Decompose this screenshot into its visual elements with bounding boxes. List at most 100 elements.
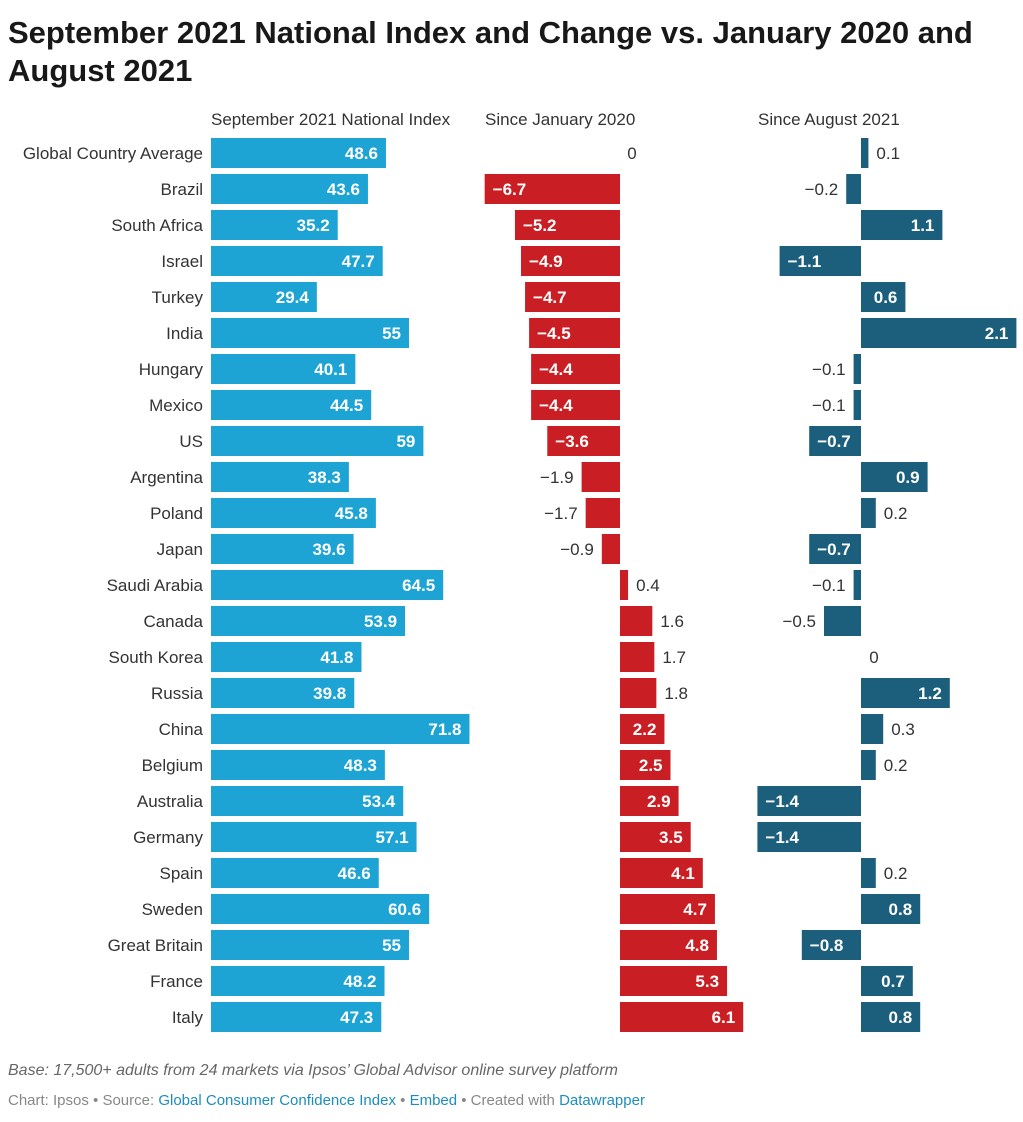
index-bar	[211, 750, 385, 780]
aug-change-label: 1.2	[918, 684, 942, 703]
aug-change-label: 0	[869, 648, 878, 667]
credit-prefix: Chart: Ipsos • Source:	[8, 1092, 159, 1109]
base-note: Base: 17,500+ adults from 24 markets via…	[8, 1062, 618, 1079]
index-bar	[211, 858, 379, 888]
aug-change-bar	[846, 174, 861, 204]
jan-change-label: 2.5	[639, 756, 663, 775]
category-label: Germany	[133, 828, 203, 847]
aug-change-bar	[861, 714, 884, 744]
category-label: US	[179, 432, 203, 451]
aug-change-label: 0.2	[884, 864, 908, 883]
embed-link[interactable]: Embed	[409, 1092, 458, 1109]
column-header-1: Since January 2020	[485, 110, 635, 129]
jan-change-label: −6.7	[493, 180, 527, 199]
index-value-label: 47.7	[342, 252, 375, 271]
jan-change-bar	[620, 858, 703, 888]
jan-change-bar	[620, 606, 653, 636]
index-value-label: 59	[396, 432, 415, 451]
index-bar	[211, 570, 444, 600]
jan-change-label: 1.6	[660, 612, 684, 631]
category-label: Spain	[160, 864, 203, 883]
jan-change-label: 4.7	[683, 900, 707, 919]
aug-change-label: 2.1	[985, 324, 1009, 343]
aug-change-bar	[861, 462, 928, 492]
jan-change-label: −1.9	[540, 468, 574, 487]
jan-change-bar	[620, 822, 691, 852]
aug-change-label: −1.4	[765, 792, 799, 811]
aug-change-label: 0.6	[874, 288, 898, 307]
aug-change-bar	[861, 138, 869, 168]
jan-change-label: 4.8	[685, 936, 709, 955]
index-value-label: 29.4	[276, 288, 310, 307]
category-label: South Korea	[108, 648, 203, 667]
category-label: France	[150, 972, 203, 991]
aug-change-bar	[861, 966, 913, 996]
category-label: Argentina	[130, 468, 203, 487]
jan-change-bar	[620, 570, 629, 600]
aug-change-bar	[861, 1002, 921, 1032]
aug-change-bar	[853, 354, 861, 384]
index-bar	[211, 210, 338, 240]
index-bar	[211, 390, 372, 420]
category-label: Italy	[172, 1008, 204, 1027]
aug-change-label: −0.5	[782, 612, 816, 631]
index-bar	[211, 786, 404, 816]
jan-change-bar	[620, 750, 671, 780]
aug-change-label: −0.8	[810, 936, 844, 955]
index-bar	[211, 246, 383, 276]
aug-change-label: 0.2	[884, 756, 908, 775]
created-with-text: • Created with	[457, 1092, 560, 1109]
index-bar	[211, 138, 386, 168]
jan-change-bar	[620, 930, 717, 960]
index-bar	[211, 930, 409, 960]
category-label: Saudi Arabia	[107, 576, 204, 595]
jan-change-label: 6.1	[712, 1008, 736, 1027]
aug-change-bar	[861, 282, 906, 312]
index-bar	[211, 1002, 382, 1032]
aug-change-label: 1.1	[911, 216, 935, 235]
index-value-label: 71.8	[428, 720, 461, 739]
jan-change-label: −1.7	[544, 504, 578, 523]
aug-change-label: −1.1	[788, 252, 822, 271]
source-link[interactable]: Global Consumer Confidence Index	[158, 1092, 396, 1109]
index-value-label: 43.6	[327, 180, 360, 199]
index-bar	[211, 966, 385, 996]
jan-change-label: 1.8	[664, 684, 688, 703]
jan-change-label: −3.6	[555, 432, 589, 451]
datawrapper-link[interactable]: Datawrapper	[559, 1092, 645, 1109]
index-value-label: 41.8	[320, 648, 353, 667]
aug-change-label: −0.1	[812, 576, 846, 595]
jan-change-label: 4.1	[671, 864, 695, 883]
index-value-label: 45.8	[335, 504, 368, 523]
aug-change-label: −0.7	[817, 432, 851, 451]
chart-title: September 2021 National Index and Change…	[8, 15, 973, 88]
jan-change-label: −4.9	[529, 252, 563, 271]
aug-change-bar	[779, 246, 861, 276]
index-value-label: 39.6	[312, 540, 345, 559]
category-label: Russia	[151, 684, 204, 703]
jan-change-label: −4.5	[537, 324, 571, 343]
category-label: Canada	[143, 612, 203, 631]
index-bar	[211, 174, 368, 204]
index-value-label: 64.5	[402, 576, 435, 595]
jan-change-bar	[525, 282, 620, 312]
index-bar	[211, 678, 355, 708]
index-bar	[211, 354, 356, 384]
jan-change-bar	[620, 1002, 744, 1032]
aug-change-label: 0.8	[889, 1008, 913, 1027]
aug-change-bar	[853, 570, 861, 600]
index-bar	[211, 534, 354, 564]
category-label: Turkey	[152, 288, 204, 307]
index-value-label: 44.5	[330, 396, 363, 415]
jan-change-bar	[601, 534, 620, 564]
category-label: Brazil	[160, 180, 203, 199]
index-bar	[211, 426, 424, 456]
category-label: Hungary	[139, 360, 204, 379]
jan-change-label: −0.9	[560, 540, 594, 559]
jan-change-bar	[521, 246, 620, 276]
aug-change-bar	[809, 426, 861, 456]
aug-change-bar	[861, 894, 921, 924]
jan-change-label: 1.7	[662, 648, 686, 667]
aug-change-label: 0.2	[884, 504, 908, 523]
index-bar	[211, 462, 349, 492]
